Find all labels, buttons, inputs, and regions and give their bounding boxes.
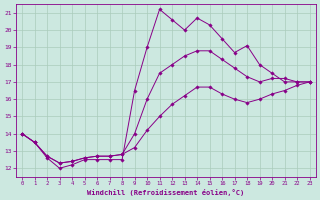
X-axis label: Windchill (Refroidissement éolien,°C): Windchill (Refroidissement éolien,°C) xyxy=(87,189,244,196)
